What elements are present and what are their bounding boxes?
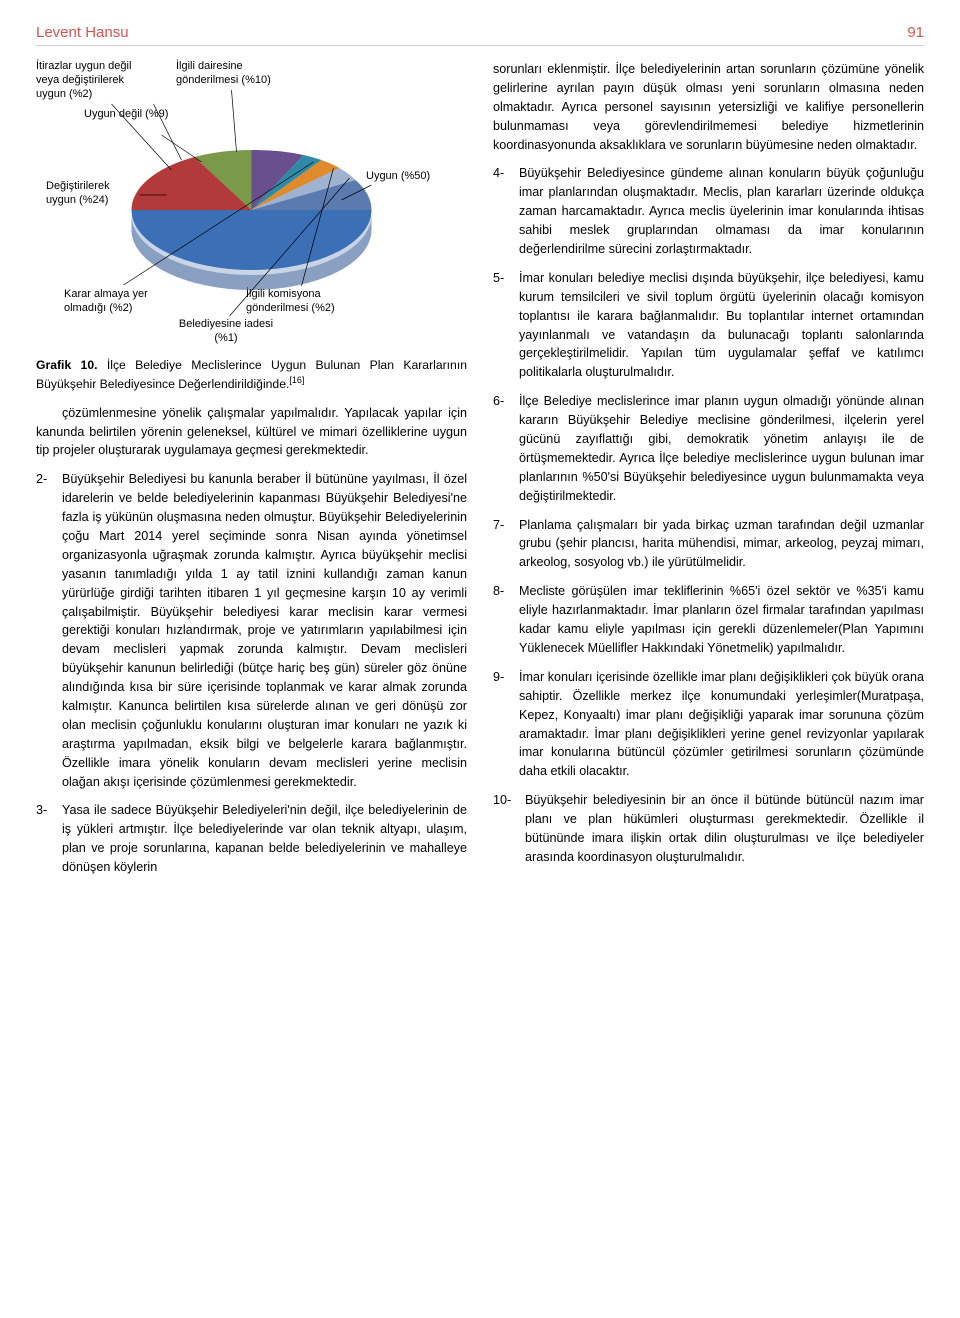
caption-ref: [16]: [289, 375, 304, 385]
left-column: İtirazlar uygun değil veya değiştirilere…: [36, 60, 467, 887]
list-number: 5-: [493, 269, 511, 382]
pie-label: Belediyesine iadesi (%1): [176, 318, 276, 346]
paragraph: sorunları eklenmiştir. İlçe belediyeleri…: [493, 60, 924, 154]
list-text: İlçe Belediye meclislerince imar planın …: [519, 392, 924, 505]
page-number: 91: [907, 24, 924, 41]
list-text: İmar konuları içerisinde özellikle imar …: [519, 668, 924, 781]
list-item: 9- İmar konuları içerisinde özellikle im…: [493, 668, 924, 781]
list-item: 5- İmar konuları belediye meclisi dışınd…: [493, 269, 924, 382]
author-name: Levent Hansu: [36, 24, 129, 41]
list-text: İmar konuları belediye meclisi dışında b…: [519, 269, 924, 382]
list-text: Büyükşehir Belediyesi bu kanunla beraber…: [62, 470, 467, 791]
list-text: Büyükşehir Belediyesince gündeme alınan …: [519, 164, 924, 258]
pie-label: Uygun değil (%9): [84, 108, 174, 122]
list-number: 2-: [36, 470, 54, 791]
list-number: 10-: [493, 791, 517, 867]
paragraph: çözümlenmesine yönelik çalışmalar yapılm…: [36, 404, 467, 461]
list-item: 6- İlçe Belediye meclislerince imar plan…: [493, 392, 924, 505]
pie-chart: İtirazlar uygun değil veya değiştirilere…: [36, 60, 467, 350]
page-header: Levent Hansu 91: [36, 24, 924, 41]
list-item: 2- Büyükşehir Belediyesi bu kanunla bera…: [36, 470, 467, 791]
list-number: 7-: [493, 516, 511, 573]
pie-label: Karar almaya yer olmadığı (%2): [64, 288, 164, 316]
caption-text: İlçe Belediye Meclislerince Uygun Buluna…: [36, 358, 467, 391]
chart-caption: Grafik 10. İlçe Belediye Meclislerince U…: [36, 356, 467, 394]
list-item: 3- Yasa ile sadece Büyükşehir Belediyele…: [36, 801, 467, 877]
caption-prefix: Grafik 10.: [36, 358, 98, 372]
list-text: Büyükşehir belediyesinin bir an önce il …: [525, 791, 924, 867]
list-item: 4- Büyükşehir Belediyesince gündeme alın…: [493, 164, 924, 258]
list-item: 7- Planlama çalışmaları bir yada birkaç …: [493, 516, 924, 573]
list-number: 6-: [493, 392, 511, 505]
pie-label: İlgili komisyona gönderilmesi (%2): [246, 288, 366, 316]
pie-label: İtirazlar uygun değil veya değiştirilere…: [36, 60, 156, 101]
right-column: sorunları eklenmiştir. İlçe belediyeleri…: [493, 60, 924, 887]
list-number: 4-: [493, 164, 511, 258]
list-number: 8-: [493, 582, 511, 658]
list-item: 10- Büyükşehir belediyesinin bir an önce…: [493, 791, 924, 867]
list-text: Yasa ile sadece Büyükşehir Belediyeleri'…: [62, 801, 467, 877]
two-column-layout: İtirazlar uygun değil veya değiştirilere…: [36, 60, 924, 887]
pie-label: Değiştirilerek uygun (%24): [46, 180, 136, 208]
list-text: Planlama çalışmaları bir yada birkaç uzm…: [519, 516, 924, 573]
pie-label: Uygun (%50): [366, 170, 436, 184]
pie-label: İlgili dairesine gönderilmesi (%10): [176, 60, 286, 88]
list-number: 9-: [493, 668, 511, 781]
header-rule: [36, 45, 924, 46]
list-text: Mecliste görüşülen imar tekliflerinin %6…: [519, 582, 924, 658]
list-item: 8- Mecliste görüşülen imar tekliflerinin…: [493, 582, 924, 658]
list-number: 3-: [36, 801, 54, 877]
